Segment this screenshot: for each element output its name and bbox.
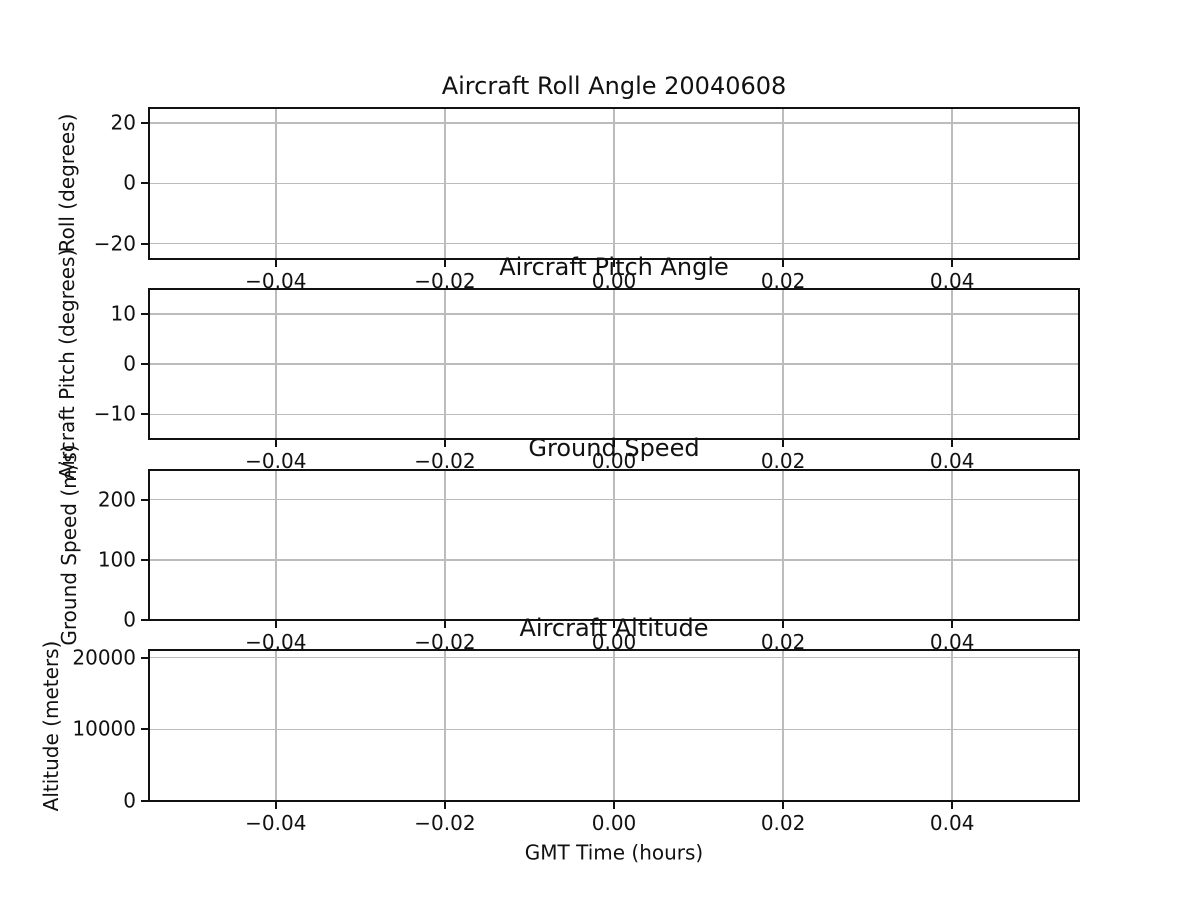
x-tick [782, 440, 785, 448]
gridline-x [444, 469, 446, 621]
x-tick [274, 259, 277, 267]
gridline-y [149, 182, 1079, 185]
gridline-y [149, 242, 1079, 245]
gridline-x [951, 469, 953, 621]
x-tick-label: −0.02 [414, 811, 476, 835]
gridline-x [444, 650, 446, 801]
x-tick-label: 0.02 [760, 811, 806, 835]
x-tick-label: 0.00 [591, 811, 637, 835]
x-tick-label: −0.02 [414, 268, 476, 293]
y-axis-label: Ground Speed (m/s) [57, 444, 81, 646]
subplot-title: Aircraft Roll Angle 20040608 [441, 72, 787, 101]
x-tick [613, 802, 615, 809]
gridline-x [275, 650, 277, 801]
x-tick-label: −0.02 [414, 630, 476, 655]
x-tick-label: −0.04 [245, 449, 307, 474]
y-tick [141, 558, 148, 561]
y-tick-label: 0 [123, 170, 136, 195]
x-tick [782, 259, 785, 267]
y-tick [141, 656, 148, 659]
y-tick-label: 20 [110, 110, 136, 135]
y-tick-label: 100 [97, 547, 136, 572]
x-tick [274, 802, 277, 809]
y-tick [141, 413, 148, 416]
y-tick [141, 498, 148, 501]
x-tick [443, 802, 446, 809]
y-tick [141, 728, 148, 731]
y-tick [141, 242, 148, 245]
x-tick-label: 0.02 [760, 268, 806, 293]
x-tick-label: −0.04 [245, 268, 307, 293]
x-tick [782, 621, 785, 629]
x-tick-label: 0.04 [929, 449, 975, 474]
y-tick [141, 122, 148, 125]
axes-box [148, 107, 1080, 260]
x-tick-label: 0.04 [929, 630, 975, 655]
x-tick-label: 0.02 [760, 449, 806, 474]
axes-box [148, 468, 1080, 622]
y-tick [141, 800, 148, 802]
gridline-y [149, 313, 1079, 315]
x-tick [951, 259, 954, 267]
subplot-title: Aircraft Pitch Angle [499, 253, 729, 281]
x-tick-label: −0.04 [245, 811, 307, 835]
y-tick-label: −20 [93, 231, 136, 256]
x-tick [951, 802, 954, 809]
x-tick-label: 0.04 [929, 268, 975, 293]
x-tick [443, 621, 446, 629]
x-tick [951, 621, 954, 629]
axes-box [148, 649, 1080, 802]
y-tick [141, 363, 148, 366]
y-tick [141, 182, 148, 185]
gridline-y [149, 363, 1079, 365]
y-axis-label: Altitude (meters) [39, 640, 63, 812]
gridline-y [149, 656, 1079, 659]
x-tick-label: 0.02 [760, 630, 806, 655]
x-tick [951, 440, 954, 448]
y-tick-label: 200 [97, 487, 136, 512]
y-tick-label: 10000 [72, 716, 136, 741]
gridline-y [149, 559, 1079, 561]
gridline-x [613, 650, 615, 801]
y-tick-label: 0 [123, 351, 136, 376]
gridline-x [275, 469, 277, 621]
y-tick-label: 10 [110, 301, 136, 326]
x-tick [613, 440, 615, 448]
y-axis-label: Roll (degrees) [55, 113, 79, 253]
x-tick [613, 259, 615, 267]
y-tick-label: 0 [123, 788, 136, 813]
gridline-y [149, 413, 1079, 416]
y-tick-label: 0 [123, 607, 136, 632]
gridline-x [951, 650, 953, 801]
gridline-x [782, 650, 784, 801]
x-tick-label: −0.02 [414, 449, 476, 474]
x-tick-label: 0.04 [929, 811, 975, 835]
x-axis-label: GMT Time (hours) [524, 840, 704, 865]
y-tick [141, 619, 148, 622]
x-tick [443, 259, 446, 267]
y-tick-label: −10 [93, 401, 136, 426]
subplot-title: Aircraft Altitude [519, 614, 709, 643]
x-tick-label: 0.00 [591, 268, 637, 293]
x-tick [274, 621, 277, 629]
y-tick [141, 312, 148, 315]
y-tick-label: 20000 [72, 645, 136, 670]
x-tick-label: −0.04 [245, 630, 307, 655]
gridline-y [149, 122, 1079, 124]
x-tick-label: 0.00 [591, 630, 637, 655]
gridline-y [149, 728, 1079, 731]
gridline-y [149, 498, 1079, 501]
x-tick [274, 440, 277, 448]
x-tick [443, 440, 446, 448]
x-tick [782, 802, 785, 809]
gridline-x [613, 469, 615, 621]
x-tick-label: 0.00 [591, 449, 637, 474]
gridline-x [782, 469, 784, 621]
subplot-title: Ground Speed [528, 433, 700, 462]
x-tick [613, 621, 615, 629]
axes-box [148, 287, 1080, 441]
